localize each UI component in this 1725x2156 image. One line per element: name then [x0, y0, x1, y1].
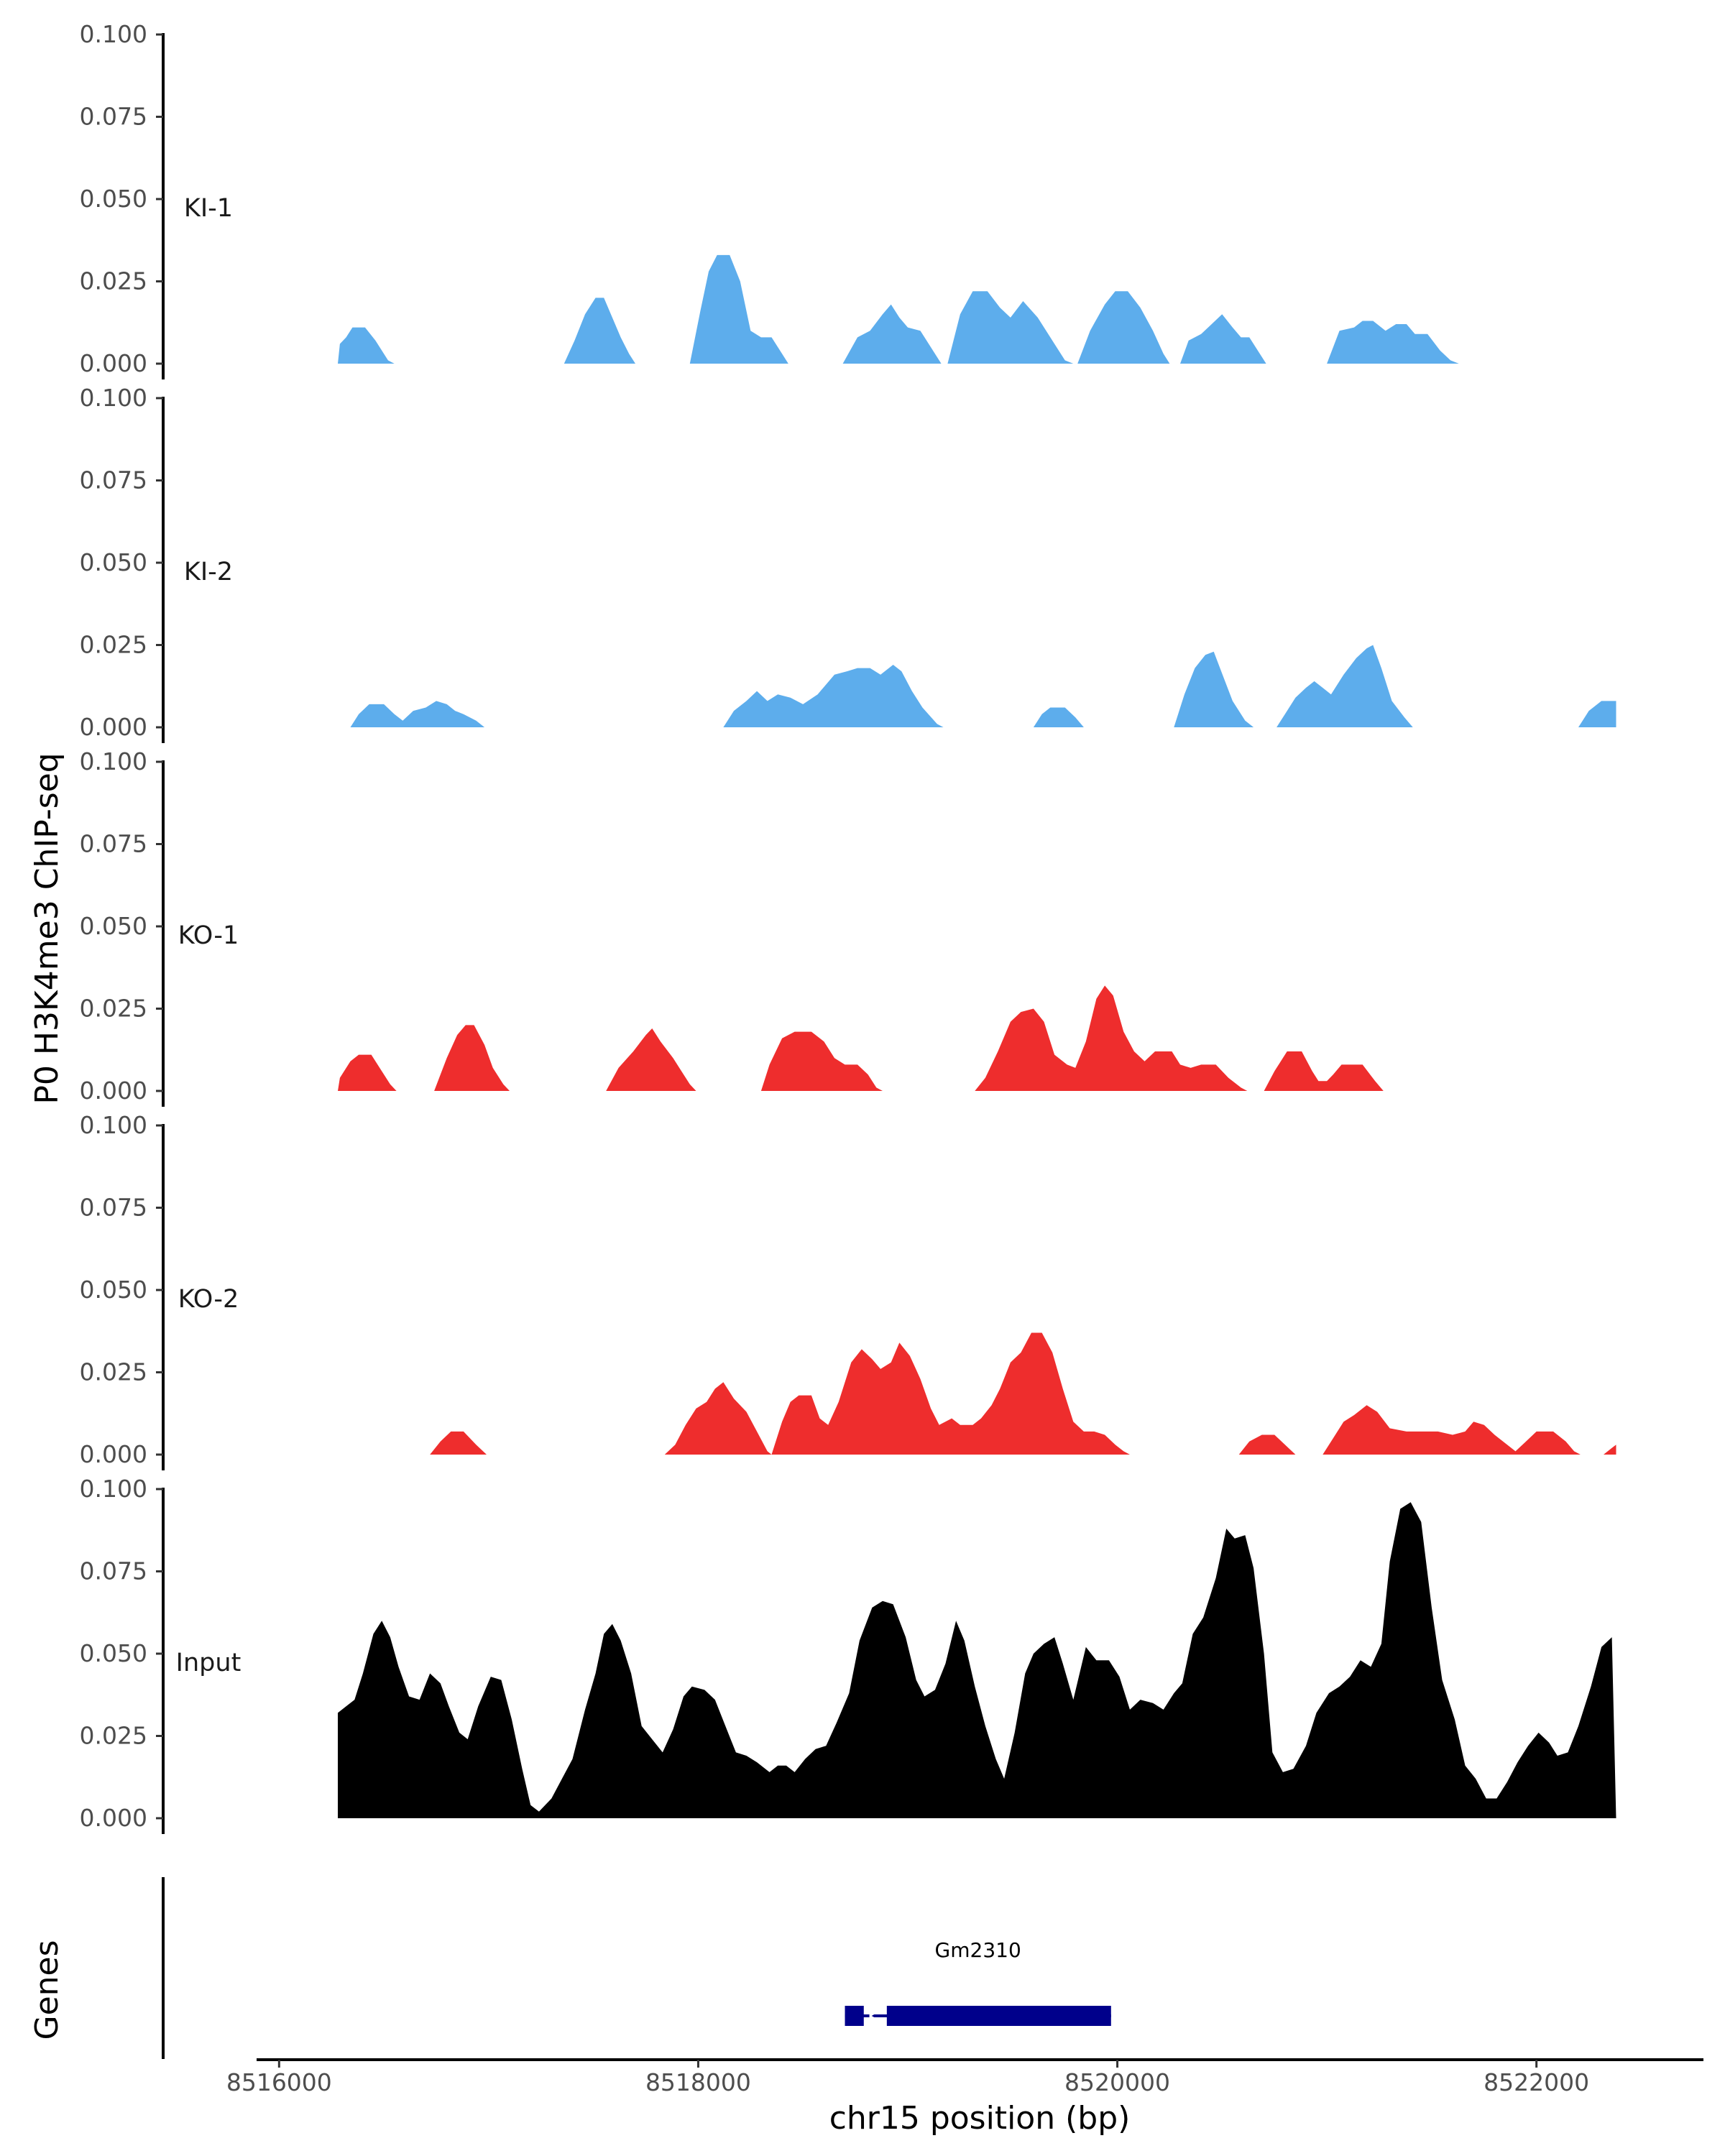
- track-panels: 0.1000.0750.0500.0250.000KI-10.1000.0750…: [80, 20, 1616, 1834]
- coverage-area: [1180, 314, 1266, 364]
- track-panel-ki-2: 0.100 0.075 0.050 0.025 0.000 KI-2: [80, 384, 1616, 743]
- coverage-area: [975, 985, 1248, 1091]
- gene-name-label: Gm2310: [935, 1938, 1021, 1962]
- y-tick-label: 0.075: [80, 1194, 147, 1222]
- y-tick-label: 0.075: [80, 830, 147, 858]
- y-tick-label: 0.075: [80, 1557, 147, 1585]
- coverage-area: [338, 1502, 1616, 1818]
- y-tick-label: 0.000: [80, 713, 147, 741]
- y-tick-label: 0.100: [80, 1111, 147, 1139]
- y-tick-label: 0.050: [80, 185, 147, 213]
- y-tick-label: 0.025: [80, 1358, 147, 1386]
- coverage-area: [564, 298, 635, 364]
- y-tick-label: 0.100: [80, 1475, 147, 1503]
- coverage-area: [338, 327, 395, 364]
- y-tick-label: 0.025: [80, 267, 147, 295]
- y-tick-label: 0.025: [80, 995, 147, 1023]
- genes-panel: Gm2310: [162, 1877, 1111, 2059]
- track-label: KO-2: [178, 1285, 239, 1314]
- coverage-area: [664, 1382, 772, 1455]
- track-panel-ki-1: 0.100 0.075 0.050 0.025 0.000 KI-1: [80, 20, 1459, 379]
- track-label: Input: [176, 1649, 242, 1677]
- gene-exon: [886, 2006, 1111, 2026]
- y-tick-label: 0.050: [80, 912, 147, 940]
- coverage-area: [1264, 1051, 1384, 1091]
- x-axis: 8516000 8518000 8520000 8522000: [226, 2058, 1703, 2096]
- y-tick-label: 0.050: [80, 1639, 147, 1667]
- coverage-area: [1322, 1405, 1581, 1455]
- y-tick-label: 0.025: [80, 1722, 147, 1750]
- gene-exon: [845, 2006, 864, 2026]
- track-label: KO-1: [178, 921, 239, 950]
- coverage-area: [606, 1028, 696, 1091]
- y-tick-label: 0.050: [80, 548, 147, 576]
- y-tick-label: 0.100: [80, 20, 147, 48]
- coverage-area: [1604, 1445, 1616, 1455]
- genes-track-label: Genes: [29, 1940, 65, 2040]
- y-tick-label: 0.075: [80, 466, 147, 494]
- y-tick-label: 0.000: [80, 349, 147, 377]
- coverage-area: [430, 1431, 487, 1455]
- track-label: KI-2: [184, 558, 233, 586]
- y-tick-label: 0.000: [80, 1804, 147, 1832]
- coverage-area: [434, 1025, 510, 1091]
- y-tick-label: 0.100: [80, 747, 147, 775]
- coverage-area: [350, 701, 485, 727]
- y-tick-label: 0.075: [80, 103, 147, 131]
- track-panel-ko-2: 0.100 0.075 0.050 0.025 0.000 KO-2: [80, 1111, 1616, 1470]
- track-panel-input: 0.100 0.075 0.050 0.025 0.000 Input: [80, 1475, 1616, 1834]
- track-panel-ko-1: 0.100 0.075 0.050 0.025 0.000 KO-1: [80, 747, 1384, 1107]
- y-tick-label: 0.000: [80, 1440, 147, 1468]
- strand-arrow-icon: [869, 2009, 880, 2023]
- x-tick-label: 8522000: [1484, 2068, 1589, 2096]
- track-label: KI-1: [184, 194, 233, 223]
- coverage-area: [947, 291, 1074, 364]
- y-axis-title: P0 H3K4me3 ChIP-seq: [29, 752, 65, 1104]
- gene-gm2310: Gm2310: [845, 1938, 1111, 2026]
- coverage-area: [1327, 321, 1459, 364]
- y-tick-label: 0.050: [80, 1276, 147, 1304]
- coverage-area: [1077, 291, 1170, 364]
- coverage-area: [760, 1031, 883, 1091]
- coverage-area: [689, 254, 788, 364]
- coverage-area: [842, 304, 942, 364]
- x-tick-label: 8518000: [645, 2068, 751, 2096]
- coverage-area: [1238, 1434, 1296, 1455]
- x-axis-title: chr15 position (bp): [829, 2100, 1131, 2137]
- coverage-area: [1578, 701, 1616, 727]
- x-tick-label: 8520000: [1064, 2068, 1170, 2096]
- coverage-area: [1276, 645, 1413, 727]
- coverage-area: [771, 1332, 1130, 1455]
- x-tick-label: 8516000: [226, 2068, 332, 2096]
- y-tick-label: 0.000: [80, 1077, 147, 1105]
- y-tick-label: 0.100: [80, 384, 147, 412]
- y-tick-label: 0.025: [80, 631, 147, 659]
- coverage-area: [723, 665, 944, 727]
- coverage-area: [1033, 707, 1084, 727]
- coverage-area: [1174, 651, 1254, 727]
- coverage-area: [338, 1054, 397, 1091]
